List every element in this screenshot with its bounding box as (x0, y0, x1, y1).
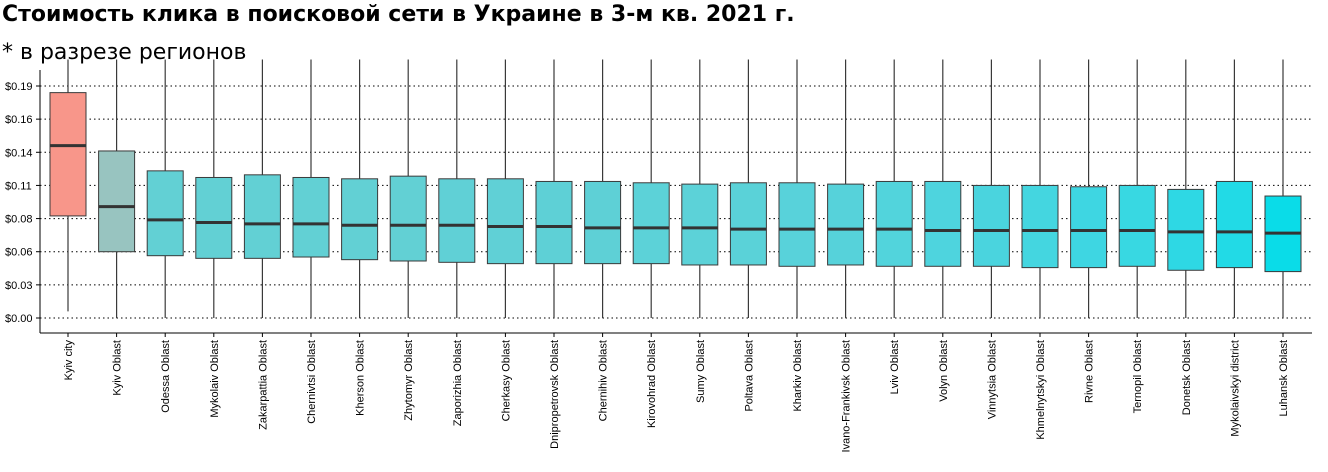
y-tick-label: $0.00 (5, 313, 33, 325)
x-axis: Kyiv city Kyiv Oblast Odessa Oblast Mykolai… (40, 332, 1312, 452)
y-tick-label: $0.06 (5, 247, 33, 259)
box (1215, 180, 1253, 269)
x-tick-label: Donetsk Oblast (1181, 340, 1193, 415)
x-tick-label: Luhansk Oblast (1278, 340, 1290, 416)
x-tick-label: Ternopil Oblast (1132, 340, 1144, 413)
box-9 (438, 59, 476, 318)
x-tick-label: Kharkiv Oblast (792, 340, 804, 412)
box (486, 178, 524, 265)
x-tick-label: Kyiv Oblast (112, 340, 124, 396)
x-tick-label: Kherson Oblast (355, 340, 367, 416)
box-23 (1118, 59, 1156, 318)
box (632, 182, 670, 265)
x-tick-label: Mykolaivskyi district (1229, 340, 1241, 437)
box (98, 150, 136, 253)
y-tick-label: $0.08 (5, 214, 33, 226)
box-11 (535, 59, 573, 318)
y-tick-label: $0.03 (5, 280, 33, 292)
x-tick-label: Mykolaiv Oblast (209, 340, 221, 418)
x-tick-label: Zakarpattia Oblast (257, 340, 269, 430)
box (827, 183, 865, 266)
box-2 (98, 59, 136, 318)
x-tick-label: Chernivtsi Oblast (306, 340, 318, 424)
x-tick-label: Dnipropetrovsk Oblast (549, 340, 561, 449)
box-5 (243, 59, 281, 318)
box-25 (1215, 59, 1253, 318)
x-tick-label: Lviv Oblast (889, 340, 901, 394)
y-tick-label: $0.16 (5, 114, 33, 126)
box (1021, 184, 1059, 269)
box (243, 174, 281, 259)
box (875, 180, 913, 267)
box (49, 92, 87, 217)
box-4 (195, 59, 233, 318)
box (778, 182, 816, 267)
box-10 (486, 59, 524, 318)
x-tick-label: Odessa Oblast (160, 340, 172, 413)
x-tick-label: Rivne Oblast (1084, 340, 1096, 403)
x-tick-label: Chernihiv Oblast (598, 340, 610, 421)
box-17 (827, 59, 865, 318)
box-8 (389, 59, 427, 318)
x-tick-label: Volyn Oblast (938, 340, 950, 402)
box (146, 170, 184, 257)
box-15 (729, 59, 767, 318)
box-24 (1167, 59, 1205, 318)
x-tick-label: Cherkasy Oblast (500, 340, 512, 421)
x-tick-label: Kirovohrad Oblast (646, 340, 658, 428)
box-7 (341, 59, 379, 318)
box-6 (292, 59, 330, 318)
box (729, 182, 767, 266)
chart-subtitle: * в разрезе регионов (2, 40, 247, 65)
x-tick-label: Vinnytsia Oblast (986, 340, 998, 419)
box (292, 176, 330, 258)
box (972, 184, 1010, 267)
box (584, 180, 622, 265)
box (389, 175, 427, 262)
box-22 (1070, 59, 1108, 318)
box-26 (1264, 59, 1302, 318)
y-axis: $0.00 $0.03 $0.06 $0.08 $0.11 $0.14 $0.16 $0.19 (5, 70, 41, 333)
box-1 (49, 59, 87, 312)
x-tick-label: Ivano-Frankivsk Oblast (841, 340, 853, 452)
box (1118, 184, 1156, 267)
box-16 (778, 59, 816, 318)
box (1167, 188, 1205, 271)
box-12 (584, 59, 622, 318)
x-tick-label: Sumy Oblast (695, 340, 707, 403)
y-tick-label: $0.14 (5, 147, 33, 159)
box-21 (1021, 59, 1059, 318)
box (195, 176, 233, 259)
box (924, 180, 962, 267)
x-tick-label: Khmelnytskyi Oblast (1035, 340, 1047, 440)
chart-title: Стоимость клика в поисковой сети в Украи… (2, 2, 795, 27)
x-tick-label: Zhytomyr Oblast (403, 340, 415, 421)
box (341, 178, 379, 261)
box (535, 180, 573, 265)
box (438, 178, 476, 263)
box (681, 183, 719, 266)
box-18 (875, 59, 913, 318)
x-tick-label: Poltava Oblast (743, 340, 755, 412)
x-tick-label: Kyiv city (63, 340, 75, 381)
box-20 (972, 59, 1010, 318)
boxes (49, 59, 1302, 318)
box-19 (924, 59, 962, 318)
box (1070, 186, 1108, 269)
x-tick-label: Zaporizhia Oblast (452, 340, 464, 426)
y-tick-label: $0.11 (5, 180, 32, 192)
box-13 (632, 59, 670, 318)
box-14 (681, 59, 719, 318)
box-3 (146, 59, 184, 318)
y-tick-label: $0.19 (5, 81, 33, 93)
